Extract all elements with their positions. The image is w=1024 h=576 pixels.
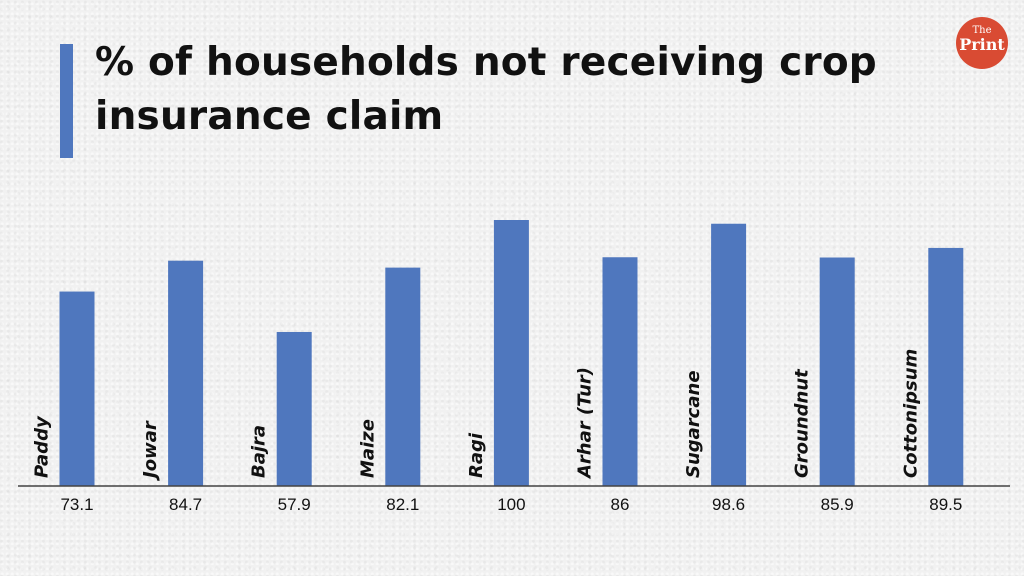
value-label: 84.7: [169, 495, 202, 514]
category-label: Bajra: [249, 425, 270, 478]
value-label: 82.1: [386, 495, 419, 514]
value-label: 100: [497, 495, 525, 514]
bar-arhar-tur: [602, 257, 638, 486]
chart-title: % of households not receiving crop insur…: [95, 40, 877, 139]
logo-text-the: The: [972, 25, 992, 36]
category-label: Groundnut: [792, 368, 813, 478]
theprint-logo: The Print: [956, 17, 1008, 69]
value-label: 73.1: [60, 495, 93, 514]
value-label: 89.5: [929, 495, 962, 514]
logo-text-print: Print: [959, 35, 1005, 54]
category-label: Cottonipsum: [900, 349, 921, 478]
bar-cottonipsum: [928, 247, 964, 486]
category-label: Sugarcane: [683, 370, 704, 478]
bar-maize: [385, 267, 421, 486]
bar-bajra: [276, 331, 312, 486]
bar-ragi: [493, 220, 529, 486]
category-label: Arhar (Tur): [575, 367, 596, 480]
bar-sugarcane: [711, 223, 747, 486]
category-label: Paddy: [32, 415, 53, 478]
category-label: Ragi: [466, 432, 487, 478]
bar-jowar: [168, 260, 204, 486]
title-accent-bar: [60, 44, 73, 158]
value-label: 85.9: [821, 495, 854, 514]
category-label: Jowar: [140, 420, 161, 481]
bar-paddy: [59, 291, 95, 486]
category-label: Maize: [357, 419, 378, 478]
value-label: 57.9: [278, 495, 311, 514]
value-label: 98.6: [712, 495, 745, 514]
value-label: 86: [611, 495, 630, 514]
bar-groundnut: [819, 257, 855, 486]
